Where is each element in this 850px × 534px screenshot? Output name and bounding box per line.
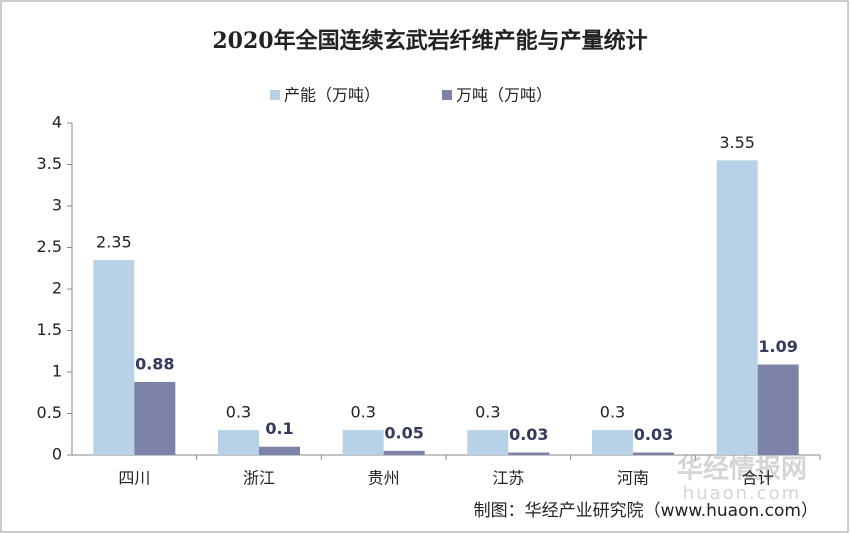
bar <box>716 160 758 455</box>
bar <box>134 381 176 455</box>
data-label: 0.03 <box>509 425 548 444</box>
y-tick-label: 1.5 <box>37 320 62 339</box>
x-tick-label: 江苏 <box>492 469 524 488</box>
data-label: 0.03 <box>634 425 673 444</box>
watermark: huaon.com <box>683 483 801 504</box>
x-tick-label: 浙江 <box>243 469 275 488</box>
y-tick-label: 3.5 <box>37 154 62 173</box>
data-label: 1.09 <box>758 337 797 356</box>
y-tick-label: 1 <box>52 362 62 381</box>
data-label: 0.3 <box>475 403 500 422</box>
bar <box>467 430 509 455</box>
data-label: 0.3 <box>350 403 375 422</box>
bar <box>592 430 633 455</box>
y-tick-label: 3 <box>52 196 62 215</box>
legend-swatch <box>442 90 452 100</box>
legend-swatch <box>270 90 280 100</box>
legend-label: 万吨（万吨） <box>456 86 552 105</box>
x-tick-label: 四川 <box>118 469 150 488</box>
bar <box>383 450 425 455</box>
legend-label: 产能（万吨） <box>284 86 380 105</box>
y-tick-label: 2 <box>52 279 62 298</box>
chart-title: 2020年全国连续玄武岩纤维产能与产量统计 <box>212 28 647 54</box>
data-label: 3.55 <box>719 133 755 152</box>
bar <box>633 452 674 455</box>
source-note: 制图：华经产业研究院（www.huaon.com） <box>474 501 818 521</box>
x-tick-label: 贵州 <box>368 469 400 488</box>
data-label: 0.88 <box>135 354 174 373</box>
y-tick-label: 0.5 <box>37 403 62 422</box>
watermark: 华经情报网 <box>677 454 807 485</box>
data-label: 0.05 <box>384 423 423 442</box>
y-tick-label: 0 <box>52 445 62 464</box>
bar <box>757 364 799 455</box>
bar <box>218 430 259 455</box>
x-tick-label: 河南 <box>617 469 649 488</box>
x-tick-label: 合计 <box>742 469 774 488</box>
data-label: 0.3 <box>600 403 625 422</box>
data-label: 0.1 <box>265 419 293 438</box>
y-tick-label: 2.5 <box>37 237 62 256</box>
bar <box>508 452 550 455</box>
bar <box>93 259 135 455</box>
data-label: 0.3 <box>226 403 251 422</box>
bar <box>342 430 384 455</box>
data-label: 2.35 <box>96 232 132 251</box>
y-tick-label: 4 <box>52 113 62 132</box>
bar <box>259 446 300 455</box>
